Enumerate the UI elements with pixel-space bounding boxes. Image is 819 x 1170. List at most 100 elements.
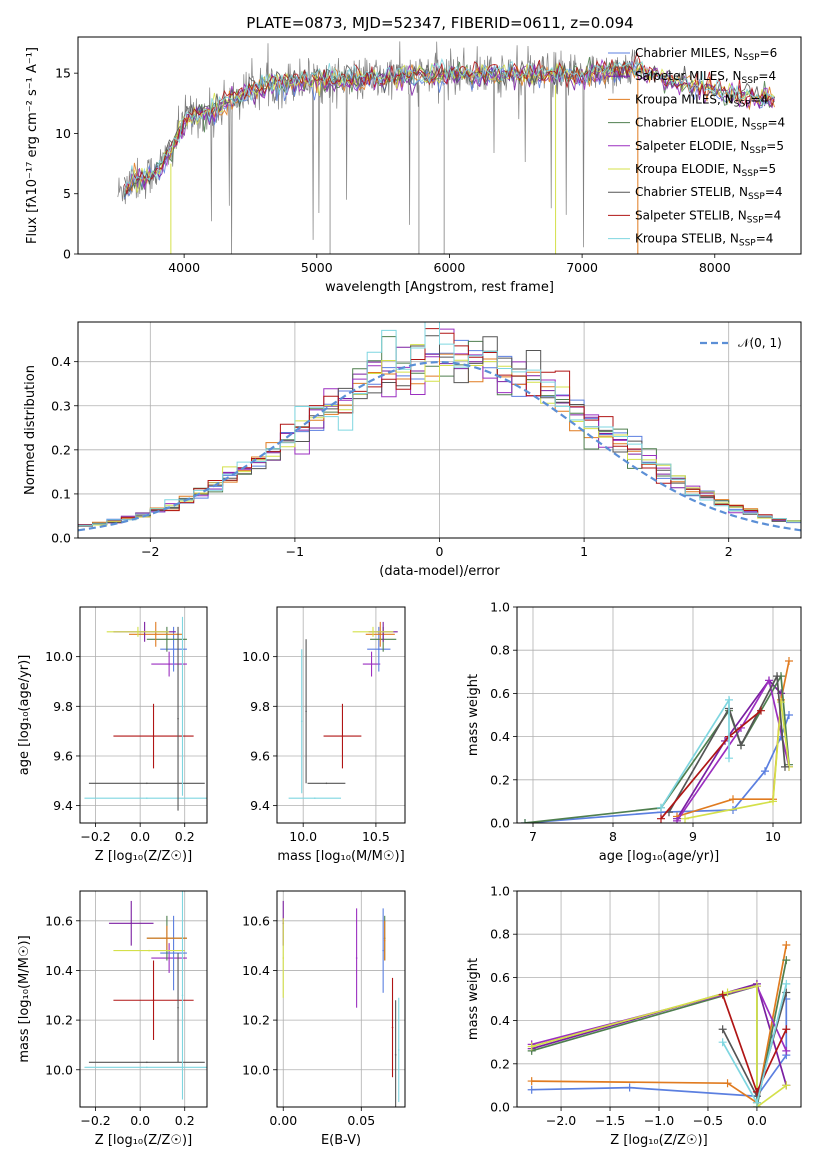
legend-entry: Chabrier ELODIE, NSSP=4 xyxy=(635,116,785,133)
weight-marker xyxy=(757,706,765,715)
mass-vs-ebv-chart: 0.00 0.05 10.0 10.2 10.4 10.6 E(B-V) xyxy=(242,890,406,1148)
plot-area xyxy=(521,657,793,823)
y-tick-label: 10.4 xyxy=(45,963,73,978)
weight-marker xyxy=(777,698,785,707)
weight-marker xyxy=(752,1098,761,1107)
y-tick-label: 0.0 xyxy=(490,816,510,831)
x-tick-label: 1 xyxy=(580,544,588,559)
y-tick-label: 10.2 xyxy=(242,1013,270,1028)
y-tick-label: 0.8 xyxy=(490,927,510,942)
data-point xyxy=(397,1049,400,1051)
legend-entry: Chabrier STELIB, NSSP=4 xyxy=(635,185,783,202)
weight-line-9 xyxy=(660,696,730,809)
weight-marker xyxy=(785,711,793,719)
plot-area xyxy=(117,41,775,254)
x-tick-label: 7000 xyxy=(566,260,598,275)
x-tick-label: 4000 xyxy=(168,260,200,275)
x-tick-label: 2 xyxy=(725,544,733,559)
x-axis-label: wavelength [Angstrom, rest frame] xyxy=(325,280,554,295)
data-point xyxy=(181,705,184,708)
legend-subscript: SSP xyxy=(749,146,766,156)
weight-marker xyxy=(773,672,781,681)
x-axis-label: Z [log₁₀(Z/Z☉)] xyxy=(95,849,192,864)
data-point xyxy=(168,957,170,959)
weight-marker xyxy=(681,814,689,823)
weight-marker xyxy=(725,754,733,763)
data-point xyxy=(172,648,175,651)
weight-marker xyxy=(725,695,733,704)
legend-subscript: SSP xyxy=(739,239,756,249)
weight-marker xyxy=(625,1083,634,1092)
plot-area xyxy=(282,900,400,1107)
y-tick-label: 0.4 xyxy=(490,729,510,744)
x-axis-label: (data-model)/error xyxy=(379,564,500,579)
y-tick-label: 9.8 xyxy=(250,699,270,714)
data-point xyxy=(146,782,148,785)
y-tick-label: 9.6 xyxy=(53,748,73,763)
data-point xyxy=(305,710,307,713)
legend-subscript: SSP xyxy=(743,53,760,63)
plot-area xyxy=(288,621,398,799)
legend-entry: Kroupa MILES, NSSP=4 xyxy=(635,92,768,109)
x-tick-label: 0.0 xyxy=(130,829,150,844)
x-tick-label: 0.05 xyxy=(347,1113,375,1128)
legend-nssp: =4 xyxy=(765,185,783,199)
weight-marker xyxy=(723,988,732,997)
x-tick-label: −0.2 xyxy=(80,829,110,844)
legend-nssp: =4 xyxy=(764,208,782,222)
weight-marker xyxy=(718,990,727,999)
axes-frame xyxy=(79,890,208,1108)
y-tick-label: 10.4 xyxy=(242,963,270,978)
x-tick-label: −1.5 xyxy=(595,1113,625,1128)
data-point xyxy=(300,720,303,723)
x-axis-label: mass [log₁₀(M/M☉)] xyxy=(277,849,404,864)
y-tick-label: 0.2 xyxy=(51,442,71,457)
weight-marker xyxy=(782,1081,791,1090)
weight-line-7 xyxy=(668,673,786,813)
weight-marker xyxy=(718,1038,727,1047)
y-tick-label: 10.0 xyxy=(242,1062,270,1077)
weight-marker xyxy=(729,795,737,804)
weight-marker xyxy=(718,1025,727,1034)
data-point xyxy=(372,631,374,633)
y-tick-label: 9.6 xyxy=(250,748,270,763)
y-tick-label: 1.0 xyxy=(490,600,510,615)
data-point xyxy=(177,717,179,720)
data-point xyxy=(146,797,148,799)
y-tick-label: 0.1 xyxy=(51,486,71,501)
weight-marker xyxy=(765,676,773,685)
legend-subscript: SSP xyxy=(742,76,759,86)
data-point xyxy=(383,939,386,942)
axes-frame xyxy=(516,890,802,1108)
data-point xyxy=(394,1054,397,1056)
y-tick-label: 0.2 xyxy=(490,772,510,787)
y-tick-label: 0.0 xyxy=(51,531,71,546)
axes-frame xyxy=(79,606,208,824)
data-point xyxy=(378,648,380,651)
weight-vs-metallicity-chart: −2.0 −1.5 −1.0 −0.5 0.0 0.0 0.2 0.4 0.6 0.8 1.0 Z [… xyxy=(466,884,802,1148)
weight-marker xyxy=(737,741,745,750)
weight-marker xyxy=(723,1079,732,1088)
x-axis-label: Z [log₁₀(Z/Z☉)] xyxy=(95,1133,192,1148)
legend-nssp: =4 xyxy=(756,232,774,246)
data-point xyxy=(146,1061,148,1064)
data-point xyxy=(314,797,316,799)
axes-frame xyxy=(276,890,406,1108)
y-tick-label: 0.4 xyxy=(51,354,71,369)
y-axis-label: mass weight xyxy=(466,958,481,1040)
x-tick-label: 0 xyxy=(436,544,444,559)
legend-subscript: SSP xyxy=(751,123,768,133)
x-tick-label: 6000 xyxy=(434,260,466,275)
x-tick-label: 0.0 xyxy=(130,1113,150,1128)
x-tick-label: 10.0 xyxy=(289,829,317,844)
weight-marker xyxy=(782,941,791,949)
weight-marker xyxy=(673,816,681,823)
y-axis-label: Flux [fλ10⁻¹⁷ erg cm⁻² s⁻¹ A⁻¹] xyxy=(25,47,40,244)
data-point xyxy=(341,735,344,737)
plot-area xyxy=(78,322,801,532)
normal-curve xyxy=(78,360,801,532)
legend-entry: Chabrier MILES, NSSP=6 xyxy=(635,46,777,63)
legend-subscript: SSP xyxy=(734,99,751,109)
age-vs-mass-chart: 10.0 10.5 9.4 9.6 9.8 10.0 mass [log₁₀(M/M☉)] xyxy=(242,606,406,864)
